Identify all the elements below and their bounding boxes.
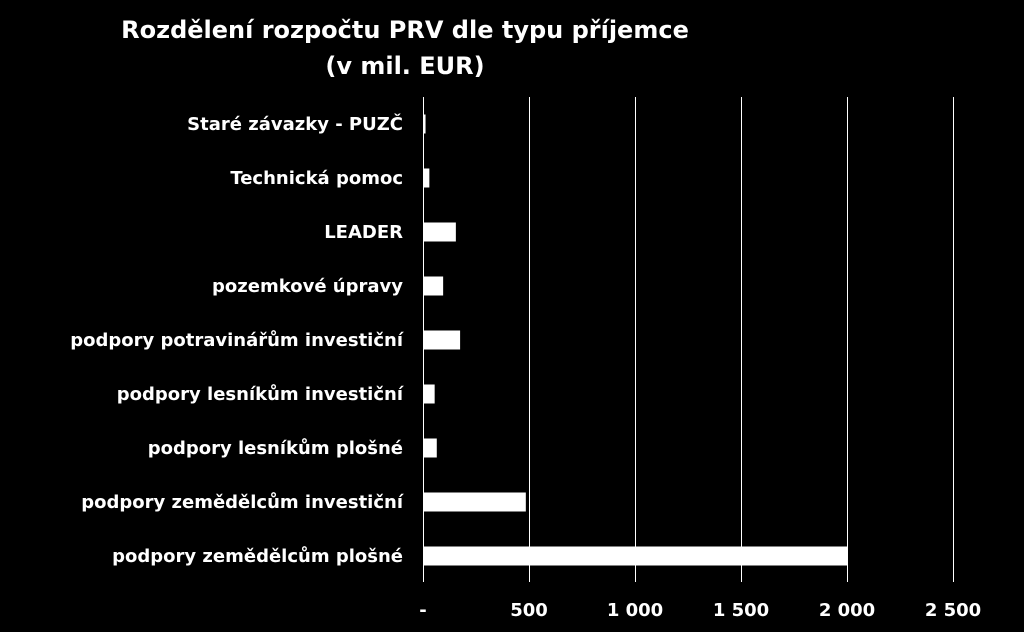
category-label: LEADER [324, 222, 403, 243]
bar [423, 222, 456, 242]
category-labels: Staré závazky - PUZČ Technická pomoc LEADE… [70, 113, 404, 567]
category-label: pozemkové úpravy [212, 276, 403, 297]
x-tick-label: 1 000 [607, 600, 663, 621]
bar [423, 330, 461, 350]
x-tick-label: 1 500 [713, 600, 769, 621]
bar [423, 276, 444, 296]
x-tick-label: 2 000 [819, 600, 875, 621]
x-axis-tick-labels: - 500 1 000 1 500 2 000 2 500 [419, 600, 981, 621]
bar [423, 114, 426, 134]
bar [423, 168, 430, 188]
x-tick-label: 2 500 [925, 600, 981, 621]
bar [423, 384, 435, 404]
category-label: podpory potravinářům investiční [70, 329, 404, 351]
category-label: podpory zemědělcům investiční [81, 491, 404, 513]
bar [423, 438, 437, 458]
chart-subtitle: (v mil. EUR) [325, 52, 484, 80]
x-tick-label: - [419, 600, 426, 621]
category-label: Staré závazky - PUZČ [187, 113, 403, 135]
bar [423, 546, 847, 566]
x-tick-label: 500 [510, 600, 548, 621]
bars [423, 114, 847, 566]
bar [423, 492, 526, 512]
category-label: podpory lesníkům investiční [117, 383, 404, 405]
category-label: podpory lesníkům plošné [148, 437, 403, 459]
category-label: Technická pomoc [230, 168, 403, 189]
category-label: podpory zemědělcům plošné [112, 545, 403, 567]
chart-title: Rozdělení rozpočtu PRV dle typu příjemce [121, 16, 689, 44]
